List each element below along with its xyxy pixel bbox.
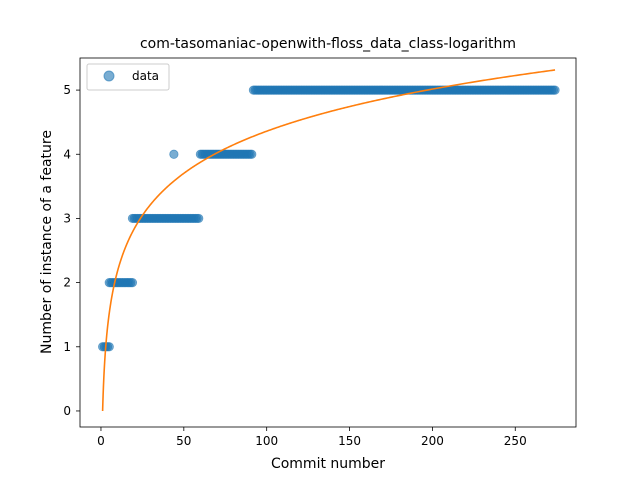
x-tick-label: 200: [421, 434, 444, 448]
data-point: [169, 149, 179, 159]
series-fit-line: [101, 69, 556, 411]
x-axis-label: Commit number: [271, 456, 385, 472]
plot-frame: [79, 57, 577, 428]
y-axis: 0 1 2 3 4 5: [63, 83, 80, 418]
y-tick-label: 5: [63, 83, 71, 97]
x-tick-label: 100: [255, 434, 278, 448]
data-point: [550, 85, 560, 95]
legend-label-data: data: [132, 69, 159, 83]
x-tick-label: 250: [504, 434, 527, 448]
y-tick-label: 4: [63, 147, 71, 161]
data-point: [127, 278, 138, 288]
legend-marker-data: [103, 70, 115, 82]
data-point: [247, 149, 257, 159]
y-axis-label: Number of instance of a feature: [39, 130, 55, 354]
x-tick-label: 50: [176, 434, 191, 448]
x-axis: 0 50 100 150 200 250: [97, 427, 527, 448]
x-tick-label: 150: [338, 434, 361, 448]
legend-box: [86, 63, 170, 91]
legend: data: [86, 63, 170, 91]
y-tick-label: 0: [63, 404, 71, 418]
y-tick-label: 3: [63, 211, 71, 225]
y-tick-label: 1: [63, 340, 71, 354]
series-data: [98, 85, 560, 352]
y-tick-label: 2: [63, 276, 71, 290]
chart-title: com-tasomaniac-openwith-floss_data_class…: [140, 36, 516, 52]
x-tick-label: 0: [97, 434, 105, 448]
data-point: [194, 213, 204, 224]
